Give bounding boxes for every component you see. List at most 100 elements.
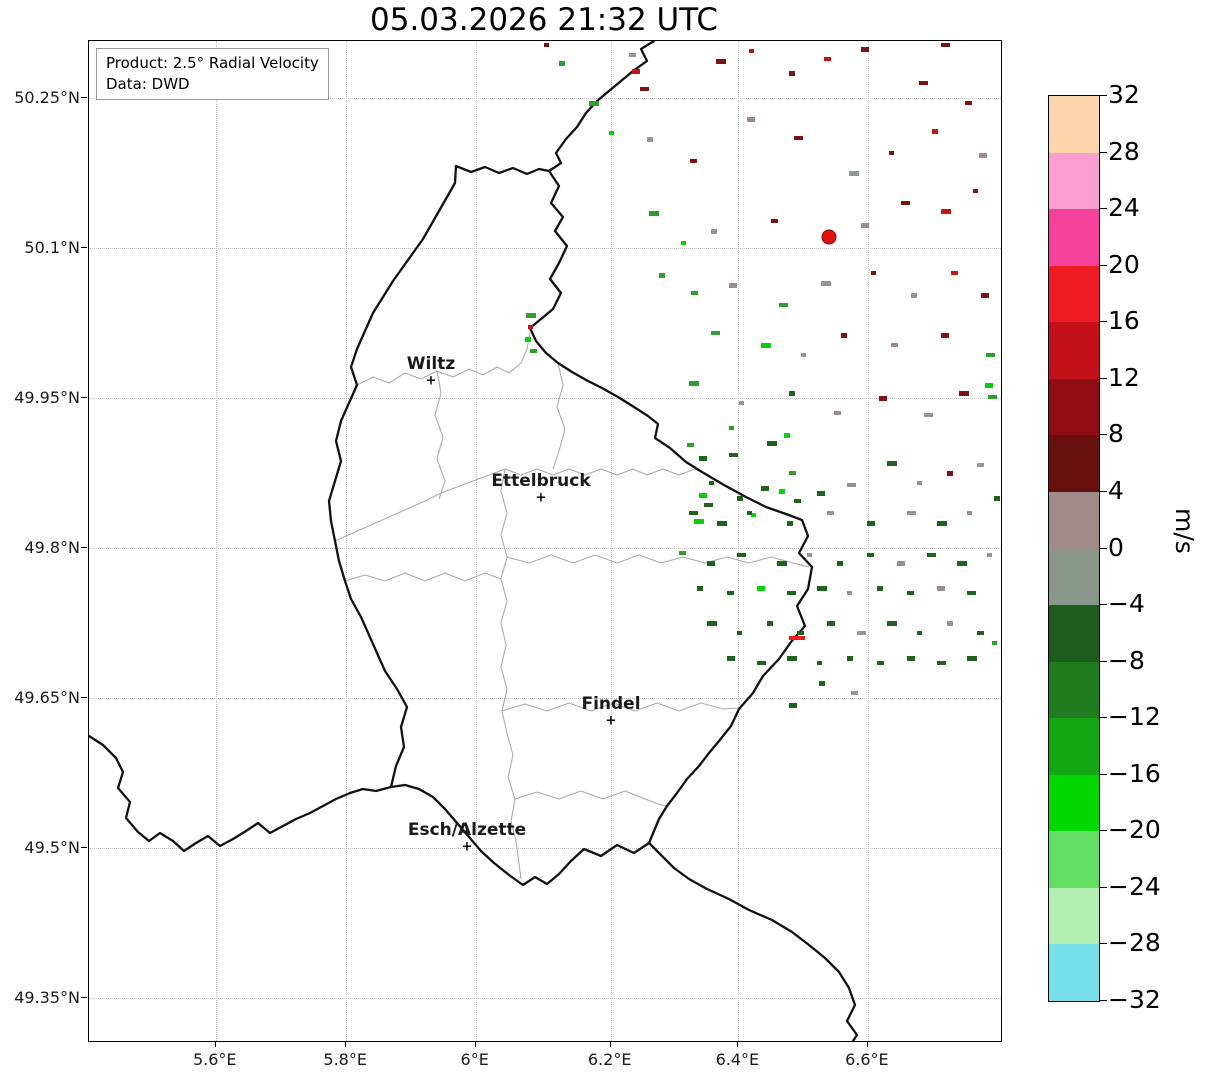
radar-echo [689,381,699,386]
y-tick-mark [81,847,87,848]
radar-echo [789,636,805,640]
radar-echo [981,293,989,298]
city-marker: + [425,373,437,389]
radar-echo [689,511,698,515]
figure-title: 05.03.2026 21:32 UTC [370,2,718,38]
radar-echo [659,273,665,278]
y-tick-mark [81,547,87,548]
radar-echo [821,281,831,286]
country-border-southeast-path [647,841,859,1041]
radar-echo [789,471,796,475]
radar-echo [711,331,720,335]
city-marker: + [461,839,473,855]
radar-echo [687,443,694,447]
radar-echo [632,69,640,74]
x-tick-mark [737,1041,739,1047]
radar-echo [985,383,993,388]
radar-echo [967,656,977,661]
colorbar-tick-mark [1100,604,1107,606]
radar-echo [941,333,949,338]
product-info-box: Product: 2.5° Radial Velocity Data: DWD [96,48,329,100]
radar-echo [847,656,853,661]
radar-echo [729,426,734,430]
radar-echo [681,241,686,245]
radar-echo [749,49,754,53]
colorbar-tick-mark [1100,434,1107,436]
radar-echo [794,499,801,503]
radar-echo [879,396,887,401]
city-label: Ettelbruck [491,471,591,491]
radar-echo [932,129,938,134]
radar-echo [761,343,771,348]
colorbar-tick-label: −20 [1108,815,1161,845]
radar-echo [709,481,714,485]
colorbar-tick-label: 20 [1108,249,1140,279]
radar-echo [525,337,531,342]
colorbar-segment [1049,435,1099,492]
colorbar-tick-label: −28 [1108,928,1161,958]
radar-echo [777,561,787,566]
colorbar-segment [1049,491,1099,549]
gridline-vertical [610,41,612,1041]
colorbar-segment [1049,661,1099,719]
radar-echo [699,493,707,498]
radar-echo [787,591,796,595]
radar-echo [834,411,841,415]
radar-echo [947,471,953,476]
radar-echo [861,47,869,52]
colorbar-tick-mark [1100,1000,1107,1001]
gridline-horizontal [89,398,1001,399]
colorbar-tick-label: 4 [1108,475,1124,505]
city-label: Findel [581,694,641,714]
radar-echo [707,561,715,566]
country-border-luxembourg-path [327,164,814,887]
radar-echo [727,656,735,661]
radar-echo [867,553,874,557]
radar-echo [737,631,742,635]
radar-echo [784,433,790,438]
colorbar-tick-mark [1100,208,1107,210]
radar-echo [967,511,972,515]
radar-echo [847,591,852,595]
colorbar-segment [1049,322,1099,379]
radar-echo [794,136,803,140]
colorbar [1048,95,1100,1002]
radar-echo [797,631,804,635]
gridline-vertical [475,41,477,1041]
y-tick-label: 50.25°N [14,88,80,107]
radar-echo [819,681,825,686]
x-tick-label: 6.2°E [587,1050,632,1069]
radar-echo [927,553,936,557]
radar-echo [977,631,984,635]
radar-echo [771,219,778,223]
radar-echo [609,131,614,135]
gridline-horizontal [89,848,1001,849]
radar-echo [640,87,649,91]
radar-echo [824,57,831,61]
gridline-vertical [215,41,217,1041]
colorbar-segment [1049,718,1099,775]
radar-echo [861,223,869,228]
radar-echo [986,353,995,357]
colorbar-unit-label: m/s [1170,508,1199,554]
y-tick-label: 49.35°N [14,988,80,1007]
radar-echo [789,391,795,396]
x-tick-mark [609,1041,611,1047]
radar-echo [841,333,847,338]
radar-echo [967,591,976,595]
district-border-path [506,554,810,568]
gridline-vertical [867,41,869,1041]
x-tick-label: 6.4°E [715,1050,760,1069]
colorbar-tick-label: −4 [1108,589,1145,619]
colorbar-tick-label: −16 [1108,758,1161,788]
colorbar-tick-label: −24 [1108,871,1161,901]
radar-echo [917,631,922,635]
radar-echo [647,137,653,142]
gridline-horizontal [89,248,1001,249]
y-tick-mark [81,397,87,398]
radar-echo [887,461,897,466]
radar-echo [729,453,738,457]
radar-echo [526,313,536,318]
radar-echo [787,521,793,526]
radar-echo [690,159,697,163]
